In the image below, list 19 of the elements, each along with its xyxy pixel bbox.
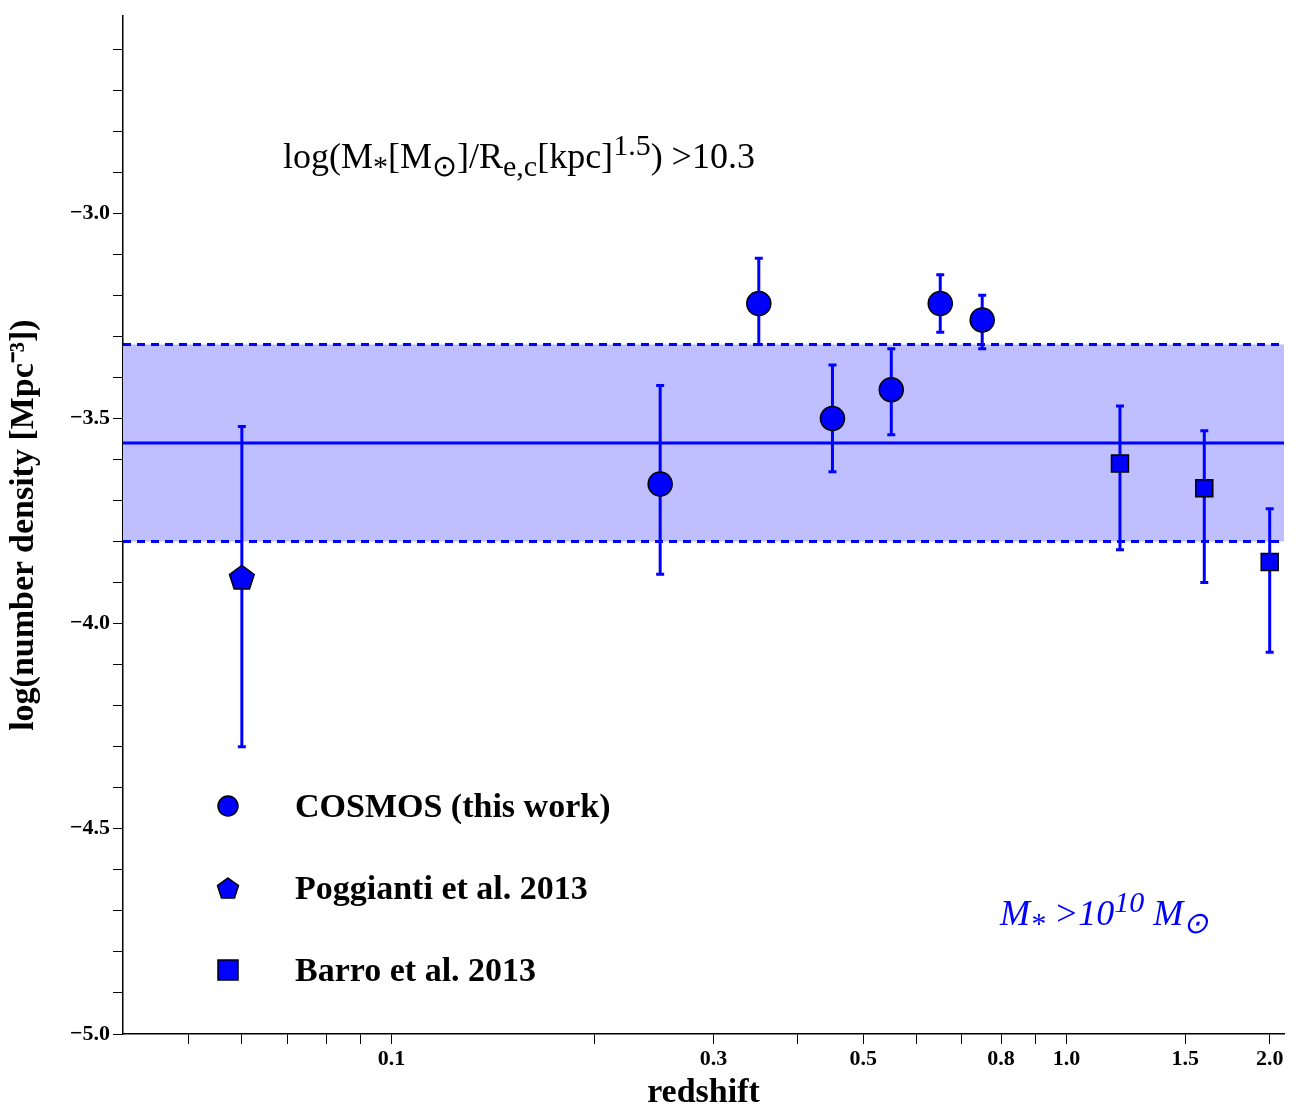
- legend-label: Barro et al. 2013: [295, 951, 537, 989]
- y-tick-label: −5.0: [69, 1019, 110, 1045]
- y-axis-title: log(number density [Mpc⁻³]): [3, 319, 42, 731]
- x-tick-label: 0.8: [987, 1044, 1015, 1070]
- x-tick-label: 2.0: [1255, 1044, 1284, 1070]
- x-axis-title: redshift: [647, 1072, 761, 1110]
- y-tick-label: −4.0: [69, 609, 110, 635]
- x-tick-label: 0.5: [849, 1044, 878, 1070]
- y-tick-label: −3.0: [69, 198, 110, 224]
- x-tick-label: 0.3: [699, 1044, 728, 1070]
- legend-label: Poggianti et al. 2013: [295, 869, 588, 907]
- legend-label: COSMOS (this work): [295, 787, 611, 825]
- text: log(M$_{*}$[M$_{⊙}$]/R$_{e,c}$[kpc]$^{1.5}$) >10.3: [283, 128, 755, 183]
- x-tick-label: 0.1: [377, 1044, 406, 1070]
- x-tick-label: 1.0: [1052, 1044, 1081, 1070]
- y-tick-label: −4.5: [69, 814, 110, 840]
- x-tick-label: 1.5: [1171, 1044, 1200, 1070]
- annotation: M$_{*}$ >10$^{10}$ M$_{⊙}$: [1000, 885, 1209, 941]
- y-tick-label: −3.5: [69, 404, 110, 430]
